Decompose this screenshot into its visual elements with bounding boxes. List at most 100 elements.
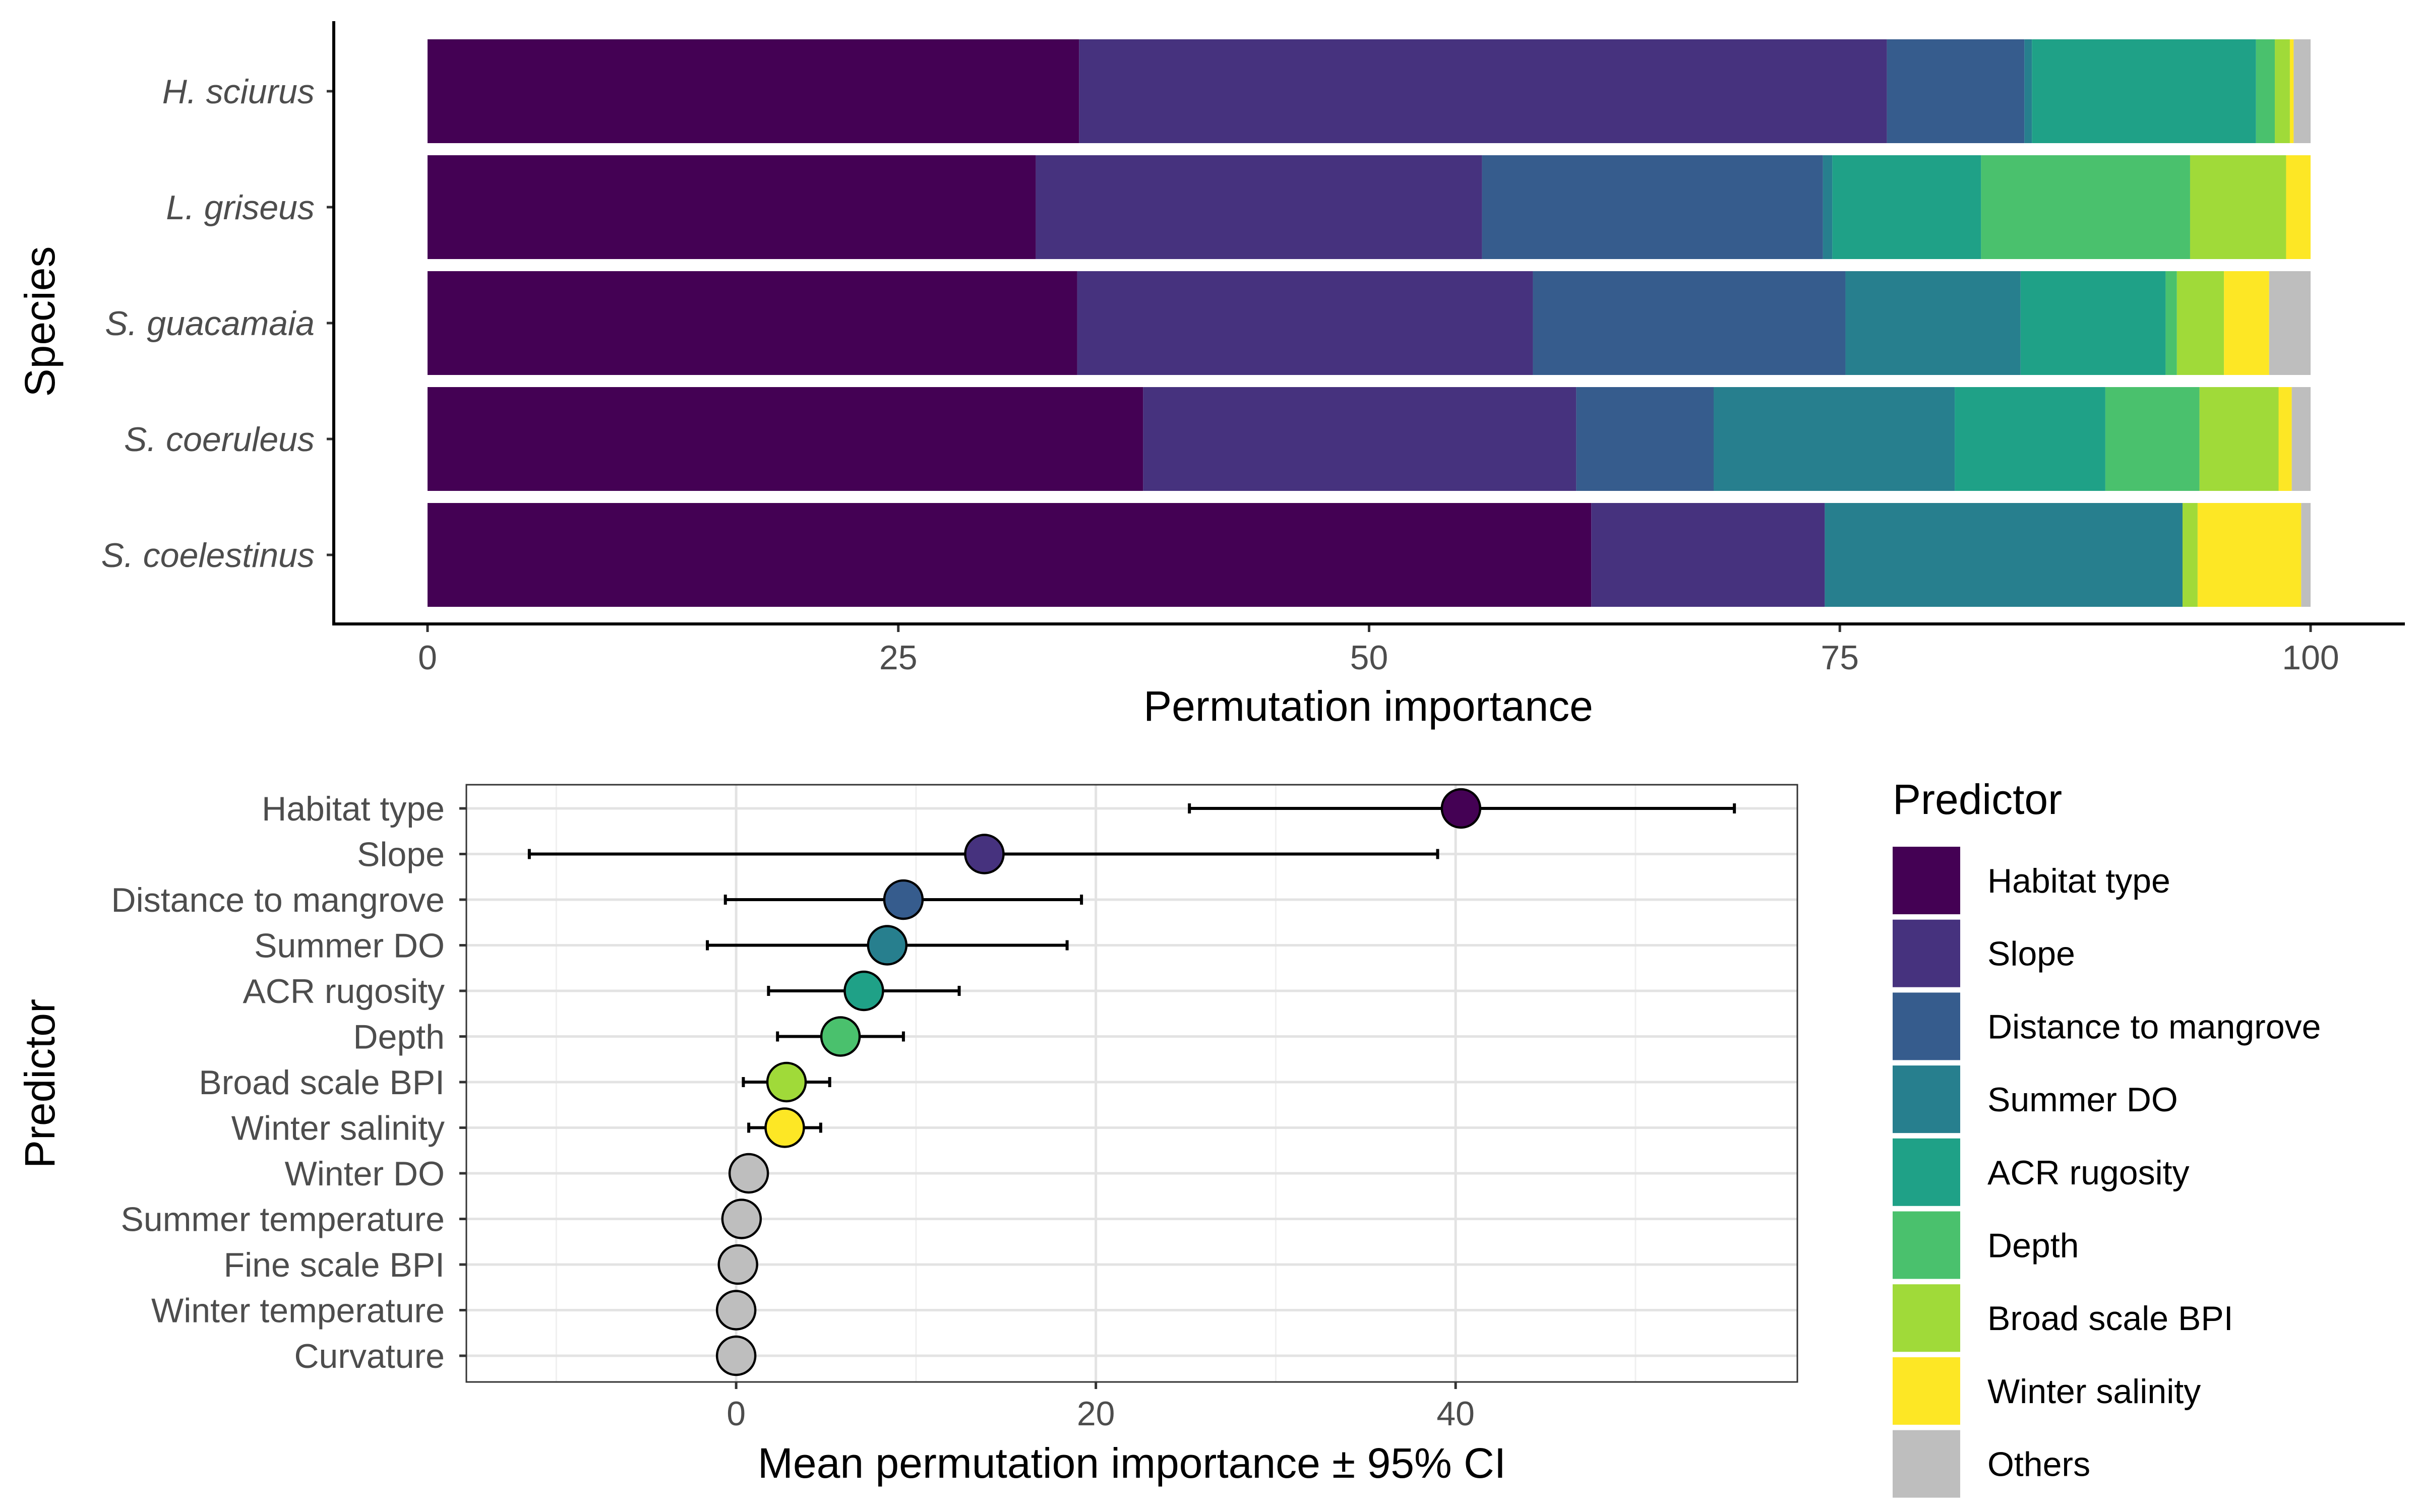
bar-segment-4-0 (428, 503, 1592, 607)
legend-key-swatch (1893, 1065, 1960, 1133)
legend-key-swatch (1893, 1357, 1960, 1425)
mean-point (867, 925, 908, 966)
bar-segment-2-6 (2176, 271, 2224, 375)
legend-items: Habitat type Slope Distance to mangrove Sum… (1893, 847, 2321, 1498)
legend-key-swatch (1893, 1138, 1960, 1206)
mean-point (764, 1107, 805, 1148)
bar-segment-3-3 (1714, 387, 1955, 491)
stacked-bars (428, 39, 2311, 607)
mean-point (1440, 788, 1482, 829)
bar-segment-2-5 (2165, 271, 2177, 375)
mean-point (717, 1244, 758, 1285)
bar-segment-4-7 (2197, 503, 2302, 607)
bar-segment-0-6 (2275, 39, 2290, 143)
bar-segment-4-3 (1825, 503, 2183, 607)
mean-point (964, 834, 1005, 874)
legend-item-label: Broad scale BPI (1987, 1299, 2233, 1338)
species-label: L. griseus (166, 188, 315, 227)
bar-segment-3-8 (2291, 387, 2311, 491)
legend-item-label: Slope (1987, 935, 2075, 973)
mean-point (843, 970, 884, 1012)
bar-segment-1-6 (2190, 155, 2286, 259)
legend-item-label: ACR rugosity (1987, 1154, 2190, 1192)
species-label: S. coeruleus (124, 420, 315, 459)
bar-segment-1-7 (2286, 155, 2311, 259)
bar-segment-0-2 (1887, 39, 2025, 143)
x-tick-label: 0 (727, 1395, 746, 1433)
top-y-axis-title: Species (16, 246, 64, 397)
bar-segment-1-0 (428, 155, 1036, 259)
bar-segment-4-6 (2183, 503, 2198, 607)
bottom-y-axis-title: Predictor (16, 999, 64, 1168)
predictor-label: Slope (357, 836, 445, 874)
bar-segment-3-7 (2278, 387, 2292, 491)
bar-segment-0-3 (2024, 39, 2032, 143)
bar-segment-3-5 (2105, 387, 2200, 491)
predictor-label: Fine scale BPI (224, 1246, 445, 1284)
mean-points (715, 788, 1482, 1376)
legend-key-swatch (1893, 1430, 1960, 1498)
mean-point (820, 1016, 861, 1057)
bar-segment-1-1 (1036, 155, 1482, 259)
top-x-axis-title: Permutation importance (1143, 682, 1593, 730)
bar-segment-0-8 (2293, 39, 2311, 143)
predictor-tick-labels: Habitat type Slope Distance to mangrove Sum… (111, 790, 466, 1375)
species-label: S. guacamaia (105, 304, 315, 343)
bar-segment-1-2 (1482, 155, 1823, 259)
x-tick-label: 75 (1821, 639, 1859, 677)
stacked-bar-chart: H. sciurus L. griseus S. guacamaia S. coeru… (16, 21, 2405, 730)
legend-item-label: Distance to mangrove (1987, 1007, 2321, 1046)
predictor-label: Winter salinity (231, 1109, 445, 1148)
mean-point (883, 879, 924, 920)
x-tick-label: 100 (2282, 639, 2339, 677)
legend-key-swatch (1893, 1284, 1960, 1352)
bar-segment-2-0 (428, 271, 1077, 375)
legend: Predictor Habitat type Slope Distance to m… (1893, 776, 2321, 1498)
bar-segment-3-2 (1576, 387, 1714, 491)
bar-segment-2-1 (1077, 271, 1533, 375)
x-tick-labels: 0 25 50 75 100 (418, 624, 2339, 677)
bar-segment-0-7 (2289, 39, 2294, 143)
bar-segment-3-0 (428, 387, 1143, 491)
legend-key-swatch (1893, 919, 1960, 987)
predictor-label: ACR rugosity (243, 972, 445, 1011)
species-tick-labels: H. sciurus L. griseus S. guacamaia S. coeru… (101, 73, 334, 575)
mean-point (721, 1199, 762, 1239)
predictor-label: Winter DO (285, 1155, 445, 1193)
x-tick-label: 0 (418, 639, 437, 677)
predictor-label: Winter temperature (151, 1292, 445, 1330)
predictor-label: Broad scale BPI (199, 1063, 445, 1102)
legend-key-swatch (1893, 847, 1960, 914)
predictor-label: Summer DO (254, 927, 445, 965)
predictor-label: Summer temperature (121, 1201, 445, 1239)
bar-segment-2-8 (2269, 271, 2311, 375)
bar-segment-2-3 (1845, 271, 2021, 375)
bar-segment-3-4 (1955, 387, 2105, 491)
x-tick-label: 50 (1350, 639, 1388, 677)
x-tick-label: 25 (879, 639, 918, 677)
legend-item-label: Winter salinity (1987, 1372, 2201, 1411)
legend-title: Predictor (1893, 776, 2062, 823)
x-tick-labels: 0 20 40 (727, 1382, 1475, 1433)
bar-segment-2-7 (2224, 271, 2269, 375)
legend-item-label: Habitat type (1987, 862, 2170, 900)
bottom-x-axis-title: Mean permutation importance ± 95% CI (758, 1439, 1506, 1487)
species-label: S. coelestinus (101, 536, 315, 575)
legend-item-label: Depth (1987, 1227, 2079, 1265)
bar-segment-1-3 (1823, 155, 1833, 259)
species-label: H. sciurus (162, 73, 315, 111)
predictor-label: Depth (353, 1018, 445, 1056)
bar-segment-3-6 (2199, 387, 2279, 491)
predictor-label: Habitat type (262, 790, 445, 828)
predictor-label: Distance to mangrove (111, 881, 445, 919)
predictor-label: Curvature (294, 1337, 445, 1375)
bar-segment-2-4 (2020, 271, 2166, 375)
dot-errorbar-chart: Habitat type Slope Distance to mangrove Sum… (16, 784, 1798, 1487)
bar-segment-0-5 (2256, 39, 2275, 143)
x-tick-label: 20 (1077, 1395, 1115, 1433)
bar-segment-0-0 (428, 39, 1079, 143)
mean-point (715, 1335, 757, 1376)
bar-segment-1-5 (1981, 155, 2190, 259)
bar-segment-1-4 (1832, 155, 1981, 259)
